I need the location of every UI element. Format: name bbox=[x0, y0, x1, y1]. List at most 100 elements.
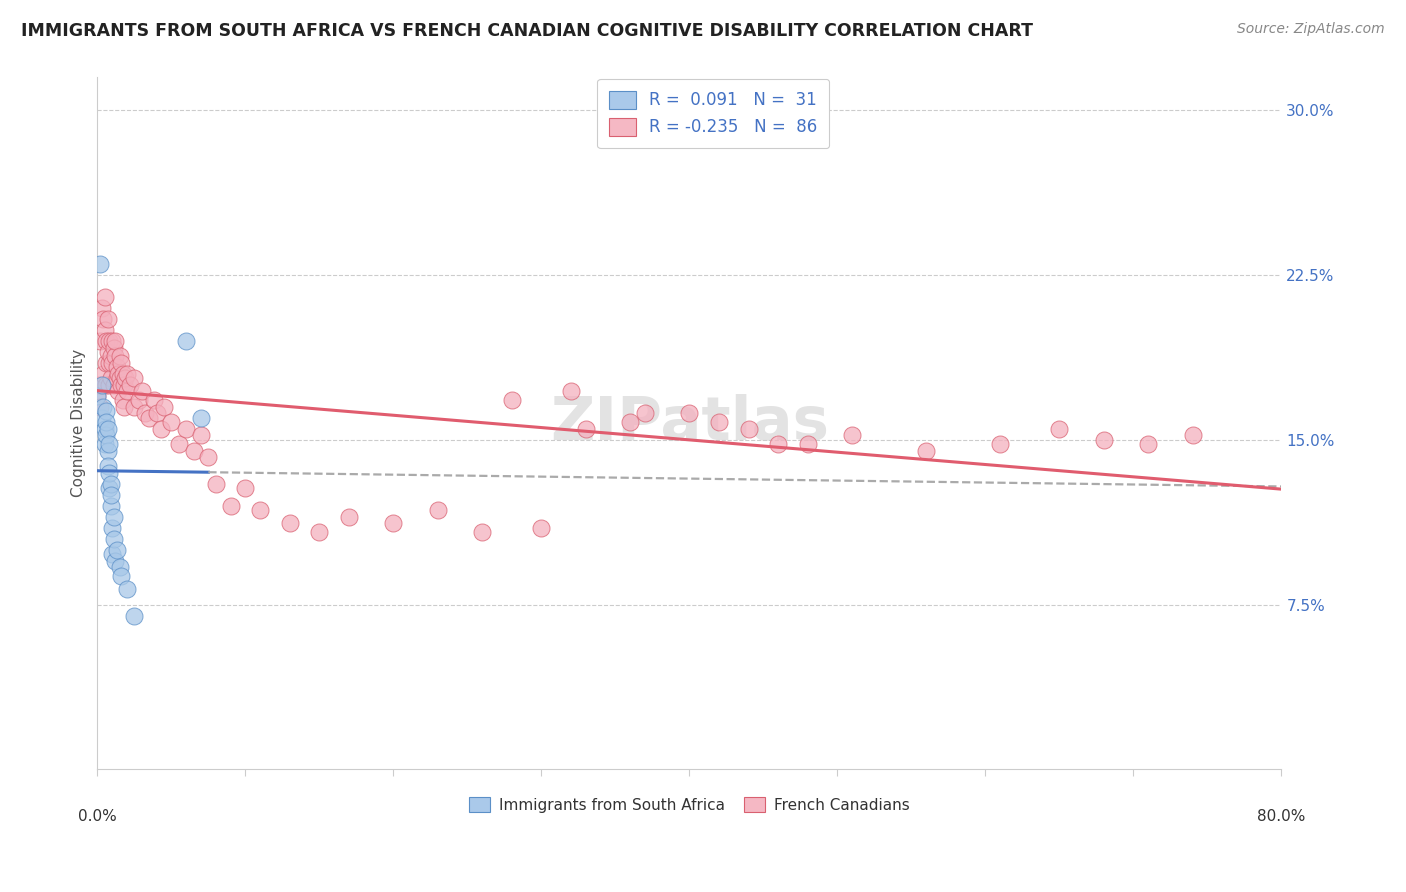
Point bbox=[145, 407, 167, 421]
Point bbox=[103, 341, 125, 355]
Point bbox=[142, 393, 165, 408]
Point bbox=[110, 356, 132, 370]
Point bbox=[97, 443, 120, 458]
Point bbox=[1047, 422, 1070, 436]
Point bbox=[160, 415, 183, 429]
Point bbox=[167, 437, 190, 451]
Point bbox=[235, 481, 257, 495]
Point bbox=[105, 371, 128, 385]
Point bbox=[190, 410, 212, 425]
Point bbox=[87, 378, 110, 392]
Point bbox=[115, 367, 138, 381]
Text: ZIPatlas: ZIPatlas bbox=[550, 394, 830, 453]
Point bbox=[707, 415, 730, 429]
Point bbox=[278, 516, 301, 531]
Point bbox=[94, 323, 117, 337]
Point bbox=[96, 415, 118, 429]
Point bbox=[105, 360, 128, 375]
Point bbox=[575, 422, 598, 436]
Point bbox=[100, 488, 122, 502]
Point bbox=[204, 476, 226, 491]
Point bbox=[97, 459, 120, 474]
Point bbox=[124, 608, 146, 623]
Point bbox=[112, 378, 135, 392]
Point bbox=[115, 582, 138, 596]
Point bbox=[100, 349, 122, 363]
Point bbox=[90, 378, 112, 392]
Point bbox=[174, 422, 197, 436]
Point bbox=[90, 301, 112, 315]
Point bbox=[190, 428, 212, 442]
Point bbox=[619, 415, 641, 429]
Text: Source: ZipAtlas.com: Source: ZipAtlas.com bbox=[1237, 22, 1385, 37]
Point bbox=[1181, 428, 1204, 442]
Point bbox=[101, 356, 124, 370]
Point bbox=[426, 503, 449, 517]
Point bbox=[110, 378, 132, 392]
Point bbox=[174, 334, 197, 348]
Point bbox=[124, 400, 146, 414]
Point bbox=[1137, 437, 1160, 451]
Point bbox=[138, 410, 160, 425]
Point bbox=[115, 384, 138, 399]
Point bbox=[94, 422, 117, 436]
Y-axis label: Cognitive Disability: Cognitive Disability bbox=[72, 350, 86, 498]
Point bbox=[634, 407, 657, 421]
Point bbox=[110, 569, 132, 583]
Point bbox=[915, 443, 938, 458]
Point bbox=[96, 428, 118, 442]
Point bbox=[104, 349, 127, 363]
Point bbox=[89, 400, 111, 414]
Point bbox=[112, 400, 135, 414]
Point bbox=[114, 371, 136, 385]
Point bbox=[90, 410, 112, 425]
Point bbox=[841, 428, 863, 442]
Point bbox=[98, 356, 121, 370]
Point bbox=[118, 378, 141, 392]
Legend: Immigrants from South Africa, French Canadians: Immigrants from South Africa, French Can… bbox=[461, 789, 918, 821]
Point bbox=[98, 378, 121, 392]
Point bbox=[134, 407, 156, 421]
Point bbox=[96, 356, 118, 370]
Point bbox=[501, 393, 523, 408]
Point bbox=[98, 334, 121, 348]
Point bbox=[98, 437, 121, 451]
Point bbox=[382, 516, 405, 531]
Text: IMMIGRANTS FROM SOUTH AFRICA VS FRENCH CANADIAN COGNITIVE DISABILITY CORRELATION: IMMIGRANTS FROM SOUTH AFRICA VS FRENCH C… bbox=[21, 22, 1033, 40]
Point bbox=[124, 371, 146, 385]
Text: 0.0%: 0.0% bbox=[77, 809, 117, 824]
Point bbox=[89, 257, 111, 271]
Point bbox=[97, 422, 120, 436]
Point bbox=[337, 509, 360, 524]
Point bbox=[219, 499, 242, 513]
Point bbox=[91, 367, 114, 381]
Point bbox=[101, 547, 124, 561]
Point bbox=[150, 422, 173, 436]
Point bbox=[96, 334, 118, 348]
Text: 80.0%: 80.0% bbox=[1257, 809, 1306, 824]
Point bbox=[471, 524, 494, 539]
Point bbox=[101, 334, 124, 348]
Point bbox=[103, 509, 125, 524]
Point bbox=[766, 437, 789, 451]
Point bbox=[91, 312, 114, 326]
Point bbox=[94, 290, 117, 304]
Point bbox=[128, 393, 150, 408]
Point bbox=[96, 404, 118, 418]
Point bbox=[105, 542, 128, 557]
Point bbox=[98, 481, 121, 495]
Point bbox=[107, 367, 129, 381]
Point bbox=[97, 345, 120, 359]
Point bbox=[797, 437, 820, 451]
Point bbox=[108, 560, 131, 574]
Point bbox=[111, 367, 134, 381]
Point bbox=[89, 334, 111, 348]
Point bbox=[104, 334, 127, 348]
Point bbox=[104, 553, 127, 567]
Point bbox=[103, 532, 125, 546]
Point bbox=[108, 349, 131, 363]
Point bbox=[197, 450, 219, 465]
Point bbox=[100, 476, 122, 491]
Point bbox=[96, 378, 118, 392]
Point bbox=[108, 371, 131, 385]
